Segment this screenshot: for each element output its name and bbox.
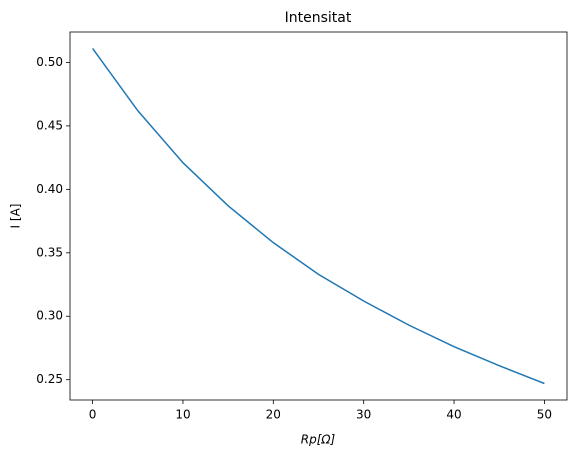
plot-frame [69, 31, 568, 401]
x-tick-label: 30 [356, 408, 371, 422]
y-tick-label: 0.45 [36, 118, 63, 132]
x-tick-label: 50 [537, 408, 552, 422]
x-axis-label: Rp[Ω] [301, 433, 336, 447]
x-tick-label: 20 [266, 408, 281, 422]
data-line [91, 48, 545, 385]
y-tick-label: 0.30 [36, 309, 63, 323]
y-axis-label: I [A] [9, 204, 23, 229]
y-tick-label: 0.25 [36, 372, 63, 386]
x-tick-label: 0 [89, 408, 97, 422]
y-tick-label: 0.40 [36, 182, 63, 196]
chart-title: Intensitat [285, 10, 352, 26]
y-tick-label: 0.35 [36, 245, 63, 259]
y-tick-label: 0.50 [36, 55, 63, 69]
x-tick-label: 40 [446, 408, 461, 422]
x-tick-label: 10 [175, 408, 190, 422]
